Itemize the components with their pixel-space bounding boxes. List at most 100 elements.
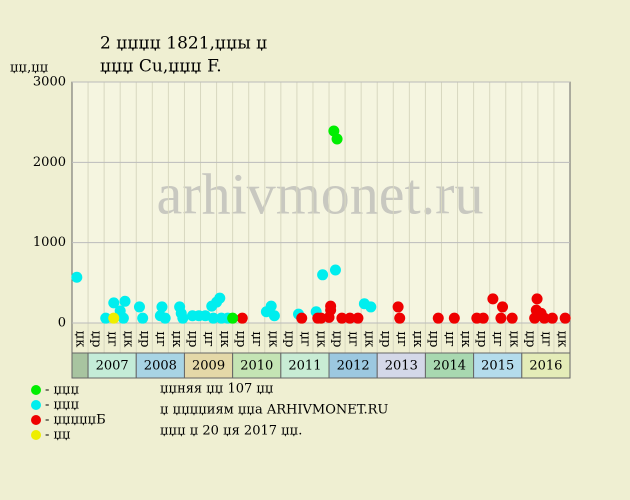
watermark: arhivmonet.ru (157, 161, 484, 226)
year-label: 2014 (433, 359, 466, 374)
note: џџџ џ 20 џя 2017 џџ. (160, 424, 302, 439)
year-label: 2008 (144, 359, 177, 374)
point (117, 312, 129, 324)
point (497, 301, 509, 313)
point (392, 301, 404, 313)
column-label: џк (554, 331, 569, 348)
year-cell (135, 352, 185, 379)
point (352, 312, 364, 324)
point (336, 312, 348, 324)
blank-cell (71, 352, 89, 379)
point (531, 293, 543, 305)
point (529, 312, 541, 324)
column-label: џг (201, 331, 216, 347)
column-label: џк (458, 331, 473, 348)
year-label: 2007 (96, 359, 129, 374)
point (344, 312, 356, 324)
plot-area (71, 81, 571, 324)
y-label: џџ,џџ (10, 61, 49, 76)
chart-title: 2 џџџџ 1821,џџы џ (100, 34, 267, 54)
point (296, 312, 308, 324)
column-label: џр (330, 331, 345, 348)
point (331, 133, 343, 145)
year-label: 2011 (288, 359, 321, 374)
point (506, 312, 518, 324)
legend-label: - џџџџџБ (45, 413, 106, 428)
year-cell (232, 352, 282, 379)
y-tick-label: 0 (58, 316, 66, 331)
year-cell (328, 352, 378, 379)
column-label: џр (378, 331, 393, 348)
column-label: џк (169, 331, 184, 348)
column-label: џг (297, 331, 312, 347)
chart-subtitle: џџџ Cu,џџџ F. (100, 57, 222, 77)
column-label: џр (233, 331, 248, 348)
point (159, 312, 171, 324)
column-label: џк (217, 331, 232, 348)
column-label: џг (105, 331, 120, 347)
year-label: 2016 (529, 359, 562, 374)
column-label: џг (490, 331, 505, 347)
point (546, 312, 558, 324)
column-label: џр (474, 331, 489, 348)
column-label: џр (522, 331, 537, 348)
point (448, 312, 460, 324)
column-label: џр (89, 331, 104, 348)
point (133, 301, 145, 313)
point (214, 292, 226, 304)
point (365, 301, 377, 313)
column-label: џк (265, 331, 280, 348)
legend-marker (31, 430, 41, 440)
column-label: џг (442, 331, 457, 347)
column-label: џг (394, 331, 409, 347)
column-label: џр (185, 331, 200, 348)
point (329, 264, 341, 276)
point (177, 312, 189, 324)
point (236, 312, 248, 324)
y-tick-label: 3000 (33, 75, 66, 90)
year-label: 2015 (481, 359, 514, 374)
column-label: џк (314, 331, 329, 348)
point (394, 312, 406, 324)
column-label: џр (426, 331, 441, 348)
point (495, 312, 507, 324)
column-label: џк (506, 331, 521, 348)
column-label: џг (153, 331, 168, 347)
point (108, 312, 120, 324)
year-cell (521, 352, 571, 379)
point (156, 301, 168, 313)
point (71, 271, 83, 283)
legend-label: - џџџ (45, 383, 80, 398)
point (265, 300, 277, 312)
point (432, 312, 444, 324)
legend-marker (31, 415, 41, 425)
point (487, 293, 499, 305)
point (538, 312, 550, 324)
y-tick-label: 1000 (33, 235, 66, 250)
column-label: џк (410, 331, 425, 348)
year-cell (424, 352, 475, 379)
point (227, 312, 239, 324)
legend-label: - џџџ (45, 398, 80, 413)
point (315, 312, 327, 324)
column-label: џр (137, 331, 152, 348)
point (108, 297, 120, 309)
column-label: џк (121, 331, 136, 348)
note: џџняя џџ 107 џџ (160, 382, 274, 397)
point (559, 312, 571, 324)
point (207, 312, 219, 324)
point (268, 310, 280, 322)
year-cell (473, 352, 523, 379)
column-label: џг (538, 331, 553, 347)
point (477, 312, 489, 324)
point (100, 312, 112, 324)
point (137, 312, 149, 324)
point (317, 269, 329, 281)
legend-marker (31, 385, 41, 395)
year-label: 2012 (337, 359, 370, 374)
note: џ џџџџиям џџа ARHIVMONET.RU (160, 403, 388, 418)
column-label: џк (362, 331, 377, 348)
year-cell (183, 352, 234, 379)
column-label: џг (346, 331, 361, 347)
column-label: џг (249, 331, 264, 347)
